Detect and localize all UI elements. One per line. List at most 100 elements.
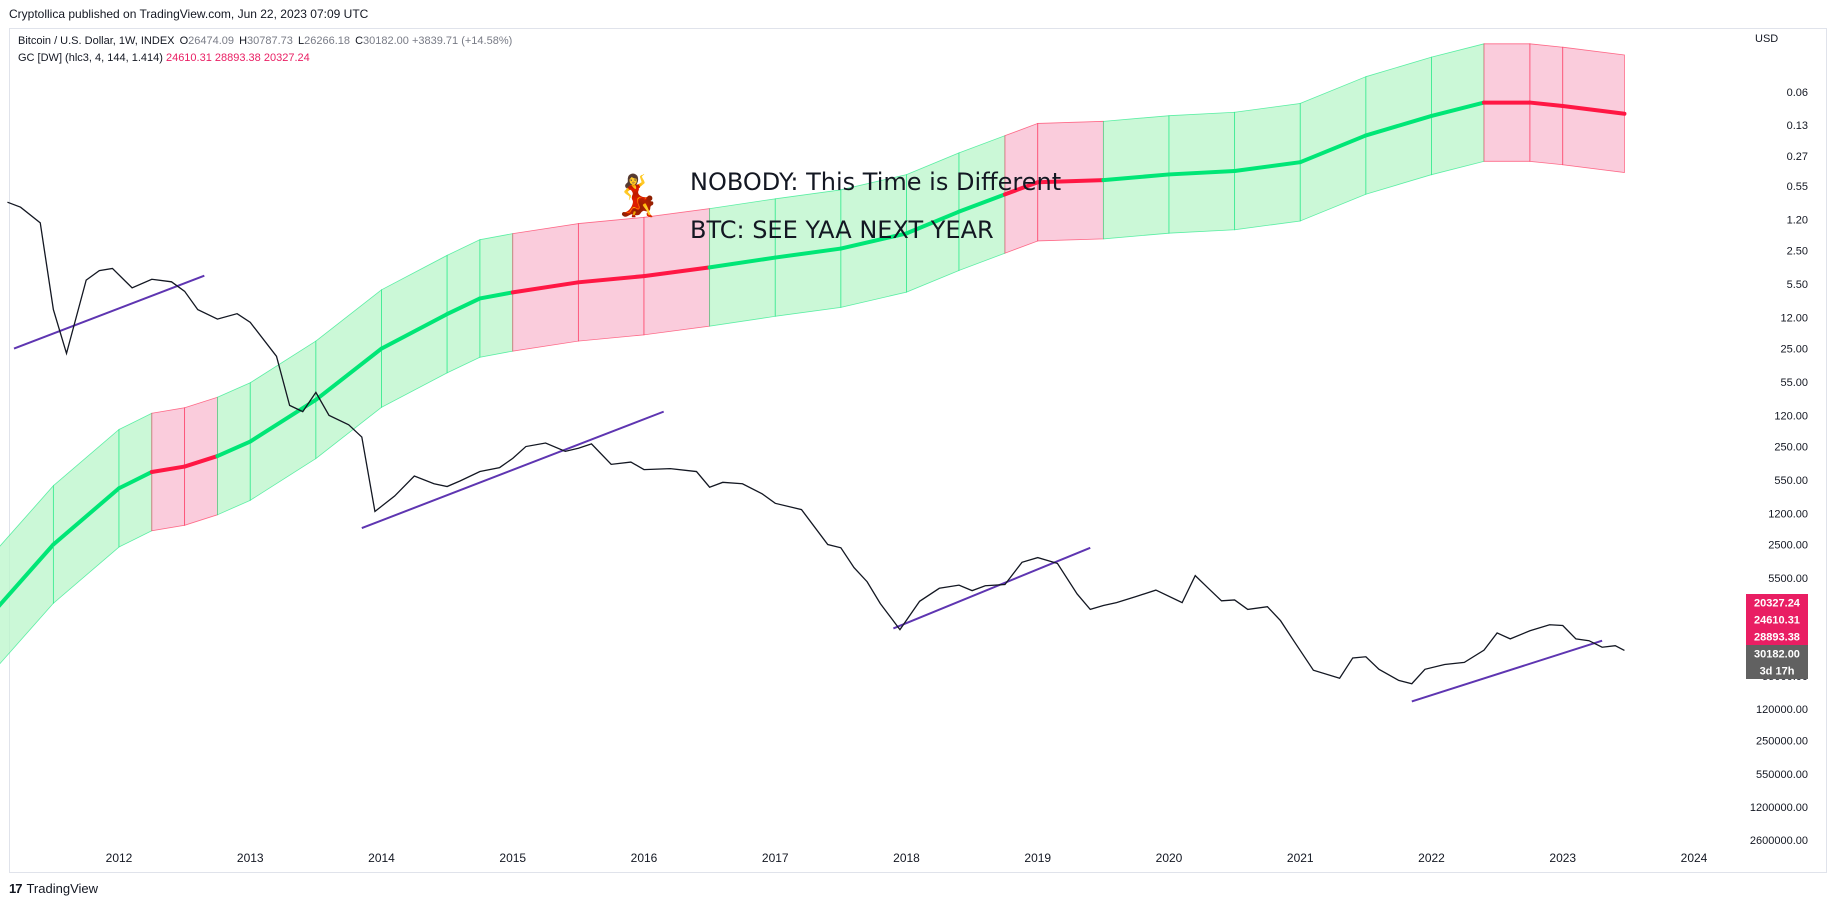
trendline bbox=[13, 274, 205, 350]
channel-midline bbox=[215, 439, 253, 459]
channel-midline bbox=[1429, 100, 1486, 118]
x-tick-label: 2015 bbox=[499, 851, 526, 865]
channel-midline bbox=[642, 265, 712, 279]
close-value: 30182.00 bbox=[363, 35, 409, 47]
x-tick-label: 2018 bbox=[893, 851, 920, 865]
low-value: 26266.18 bbox=[304, 35, 350, 47]
open-value: 26474.09 bbox=[188, 35, 235, 47]
chart-pane[interactable] bbox=[9, 28, 1827, 873]
price-label-box bbox=[1746, 662, 1808, 679]
channel-midline bbox=[1232, 160, 1303, 174]
y-tick-label: 2.50 bbox=[1787, 246, 1808, 258]
y-tick-label: 2600000.00 bbox=[1750, 835, 1808, 847]
trendline bbox=[892, 546, 1091, 630]
tradingview-logo-icon: 17 bbox=[9, 881, 23, 896]
x-tick-label: 2014 bbox=[368, 851, 395, 865]
y-tick-label: 2500.00 bbox=[1768, 539, 1808, 551]
high-label: H bbox=[239, 35, 248, 47]
footer-brand[interactable]: 17 TradingView bbox=[9, 881, 98, 896]
dancer-emoji-icon: 💃 bbox=[612, 173, 662, 219]
channel-midline bbox=[51, 486, 121, 547]
publisher-credit: Cryptollica published on TradingView.com… bbox=[9, 7, 369, 21]
channel-midline bbox=[117, 469, 154, 491]
low-label: L bbox=[297, 35, 305, 47]
channel-midline bbox=[1101, 172, 1171, 183]
y-tick-label: 12.00 bbox=[1780, 312, 1808, 324]
currency-label[interactable]: USD bbox=[1755, 33, 1779, 45]
x-tick-label: 2020 bbox=[1156, 851, 1183, 865]
y-tick-label: 0.13 bbox=[1787, 120, 1808, 132]
price-label-text: 24610.31 bbox=[1754, 615, 1800, 627]
channel-midline bbox=[1298, 133, 1368, 165]
indicator-legend: GC [DW] (hlc3, 4, 144, 1.414) 24610.31 2… bbox=[18, 52, 310, 64]
x-tick-label: 2013 bbox=[237, 851, 264, 865]
y-tick-label: 550000.00 bbox=[1756, 769, 1808, 781]
channel-midline bbox=[576, 274, 646, 285]
channel-midline bbox=[510, 280, 581, 295]
y-tick-label: 120000.00 bbox=[1756, 704, 1808, 716]
footer-brand-name: TradingView bbox=[26, 881, 99, 896]
price-label-box bbox=[1746, 594, 1808, 611]
trendline bbox=[1411, 639, 1603, 703]
y-tick-label: 0.27 bbox=[1787, 151, 1808, 163]
y-tick-label: 550.00 bbox=[1774, 475, 1808, 487]
indicator-value-1: 24610.31 bbox=[165, 52, 212, 64]
price-label-text: 3d 17h bbox=[1760, 666, 1795, 678]
symbol-name: Bitcoin / U.S. Dollar, 1W, INDEX bbox=[18, 35, 175, 47]
price-label-box bbox=[1746, 611, 1808, 628]
channel-midline bbox=[182, 454, 220, 469]
channel-midline bbox=[707, 255, 778, 270]
price-label-box bbox=[1746, 645, 1808, 662]
price-label-box bbox=[1746, 628, 1808, 645]
x-tick-label: 2024 bbox=[1681, 851, 1708, 865]
y-tick-label: 0.55 bbox=[1787, 181, 1808, 193]
channel-midline bbox=[838, 231, 909, 251]
y-tick-label: 1200.00 bbox=[1768, 508, 1808, 520]
channel-midline bbox=[1002, 180, 1040, 197]
x-tick-label: 2019 bbox=[1024, 851, 1051, 865]
channel-midline bbox=[1035, 178, 1106, 185]
price-label-text: 28893.38 bbox=[1754, 632, 1800, 644]
channel-midline bbox=[313, 346, 384, 402]
indicator-name: GC [DW] (hlc3, 4, 144, 1.414) bbox=[18, 52, 163, 64]
y-tick-label: 5500.00 bbox=[1768, 573, 1808, 585]
trendline bbox=[361, 410, 665, 530]
channel-midline bbox=[445, 296, 482, 317]
x-tick-label: 2016 bbox=[631, 851, 658, 865]
channel-midline bbox=[149, 464, 187, 474]
y-tick-label: 5.50 bbox=[1787, 279, 1808, 291]
change-value: +3839.71 (+14.58%) bbox=[411, 35, 513, 47]
channel-midline bbox=[379, 312, 450, 351]
channel-band bbox=[0, 484, 54, 665]
y-tick-label: 250.00 bbox=[1774, 442, 1808, 454]
channel-midline bbox=[248, 397, 318, 444]
annotation-nobody[interactable]: NOBODY: This Time is Different bbox=[690, 168, 1062, 196]
y-tick-label: 250000.00 bbox=[1756, 735, 1808, 747]
y-tick-label: 1.20 bbox=[1787, 214, 1808, 226]
channel-midline bbox=[904, 209, 961, 236]
close-label: C bbox=[355, 35, 364, 47]
price-label-text: 20327.24 bbox=[1754, 598, 1801, 610]
symbol-legend: Bitcoin / U.S. Dollar, 1W, INDEX O26474.… bbox=[18, 35, 512, 47]
indicator-value-2: 28893.38 bbox=[214, 52, 261, 64]
high-value: 30787.73 bbox=[247, 35, 293, 47]
channel-midline bbox=[1167, 169, 1237, 177]
y-tick-label: 120.00 bbox=[1774, 410, 1808, 422]
price-label-text: 30182.00 bbox=[1754, 649, 1800, 661]
x-tick-label: 2022 bbox=[1418, 851, 1445, 865]
channel-midline bbox=[477, 290, 515, 301]
y-tick-label: 55.00 bbox=[1780, 377, 1808, 389]
price-line bbox=[7, 201, 1625, 685]
channel-midline bbox=[1560, 103, 1627, 116]
channel-midline bbox=[1527, 100, 1565, 108]
x-tick-label: 2023 bbox=[1549, 851, 1576, 865]
x-tick-label: 2021 bbox=[1287, 851, 1314, 865]
annotation-btc[interactable]: BTC: SEE YAA NEXT YEAR bbox=[690, 216, 994, 244]
channel-midline bbox=[957, 192, 1007, 214]
y-tick-label: 1200000.00 bbox=[1750, 802, 1808, 814]
channel-midline bbox=[773, 246, 843, 260]
x-tick-label: 2012 bbox=[106, 851, 133, 865]
channel-midline bbox=[1363, 113, 1434, 138]
indicator-value-3: 20327.24 bbox=[263, 52, 310, 64]
